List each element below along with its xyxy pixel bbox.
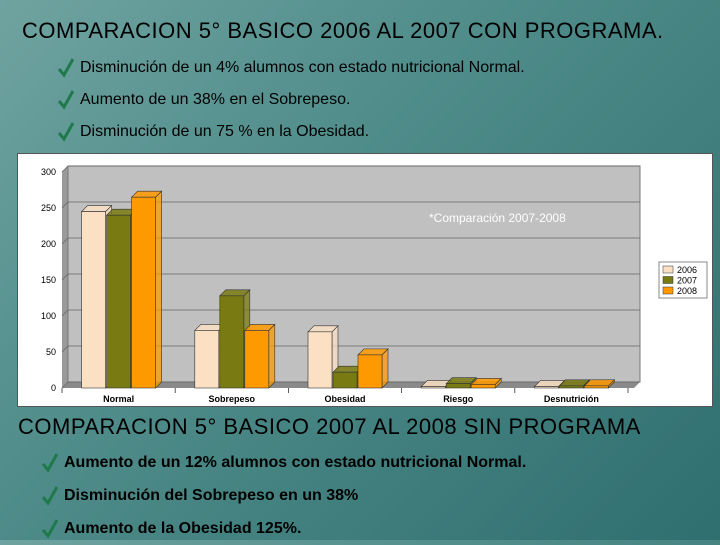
section2-title: COMPARACION 5° BASICO 2007 AL 2008 SIN P…	[18, 414, 641, 439]
section2-bullet-list: Aumento de un 12% alumnos con estado nut…	[42, 446, 526, 545]
section2-bullet: Aumento de la Obesidad 125%.	[42, 512, 526, 545]
gridline-depth	[61, 273, 69, 281]
bar-2008	[244, 330, 270, 389]
bar-side-2008	[155, 190, 162, 389]
section1-bullet-list: Disminución de un 4% alumnos con estado …	[58, 52, 525, 148]
bar-2008	[131, 196, 156, 389]
checkmark-icon	[58, 58, 74, 78]
bar-side-2008	[381, 348, 389, 389]
bullet-text: Disminución de un 75 % en la Obesidad.	[80, 123, 370, 140]
y-tick-label: 0	[51, 383, 56, 393]
x-tick-label: Riesgo	[443, 394, 474, 404]
checkmark-icon	[58, 90, 74, 110]
gridline-depth	[61, 309, 69, 317]
x-tick-label: Sobrepeso	[209, 394, 256, 404]
bar-chart: 0 50 100 150 200 250 300 Normal Sobrepeso Obesida…	[41, 165, 708, 404]
legend-label: 2006	[677, 265, 697, 275]
legend-swatch	[662, 265, 674, 274]
x-tick-label: Obesidad	[324, 394, 365, 404]
bar-2008	[584, 385, 609, 389]
section1-bullet: Disminución de un 75 % en la Obesidad.	[58, 116, 525, 148]
bar-2007	[219, 295, 245, 389]
y-tick-label: 250	[41, 203, 56, 213]
legend-label: 2007	[677, 276, 697, 286]
legend-swatch	[662, 276, 674, 284]
y-tick-label: 100	[41, 311, 56, 321]
bullet-text: Disminución de un 4% alumnos con estado …	[80, 59, 525, 76]
gridline-depth	[61, 201, 69, 209]
y-tick-label: 200	[41, 239, 56, 249]
bar-2007	[332, 371, 358, 389]
bullet-text: Disminución del Sobrepeso en un 38%	[64, 486, 359, 504]
bar-2006	[534, 386, 559, 389]
bar-2006	[194, 330, 220, 389]
gridline-depth	[61, 237, 69, 245]
x-tick-label: Normal	[103, 394, 134, 404]
legend-swatch	[662, 286, 674, 295]
checkmark-icon	[42, 485, 58, 506]
bar-side-2008	[268, 323, 276, 389]
x-tick-label: Desnutrición	[544, 394, 599, 404]
bar-2006	[420, 386, 446, 389]
y-tick-label: 300	[41, 167, 56, 177]
bar-2006	[307, 331, 333, 389]
bar-2007	[106, 214, 131, 389]
section1-title: COMPARACION 5° BASICO 2006 AL 2007 CON P…	[22, 18, 664, 43]
bullet-text: Aumento de un 12% alumnos con estado nut…	[64, 453, 527, 471]
bullet-text: Aumento de un 38% en el Sobrepeso.	[80, 91, 351, 108]
bar-2007	[445, 383, 471, 389]
bar-2007	[559, 385, 584, 389]
bar-chart-container: 0 50 100 150 200 250 300 Normal Sobrepeso Obesida…	[17, 153, 713, 407]
bullet-text: Aumento de la Obesidad 125%.	[64, 519, 302, 537]
bar-2008	[357, 354, 383, 389]
gridline-depth	[61, 381, 69, 389]
section2-bullet: Aumento de un 12% alumnos con estado nut…	[42, 446, 526, 479]
y-tick-label: 150	[41, 275, 56, 285]
gridline-depth	[61, 165, 69, 173]
legend-label: 2008	[677, 286, 697, 296]
checkmark-icon	[42, 452, 58, 473]
checkmark-icon	[58, 122, 74, 142]
bar-2008	[470, 384, 496, 389]
section1-bullet: Disminución de un 4% alumnos con estado …	[58, 52, 525, 84]
gridline-depth	[61, 345, 69, 353]
section1-bullet: Aumento de un 38% en el Sobrepeso.	[58, 84, 525, 116]
section2-bullet: Disminución del Sobrepeso en un 38%	[42, 479, 526, 512]
chart-annotation: *Comparación 2007-2008	[429, 211, 566, 225]
bar-2006	[81, 211, 106, 389]
y-tick-label: 50	[46, 347, 56, 357]
checkmark-icon	[42, 518, 58, 539]
